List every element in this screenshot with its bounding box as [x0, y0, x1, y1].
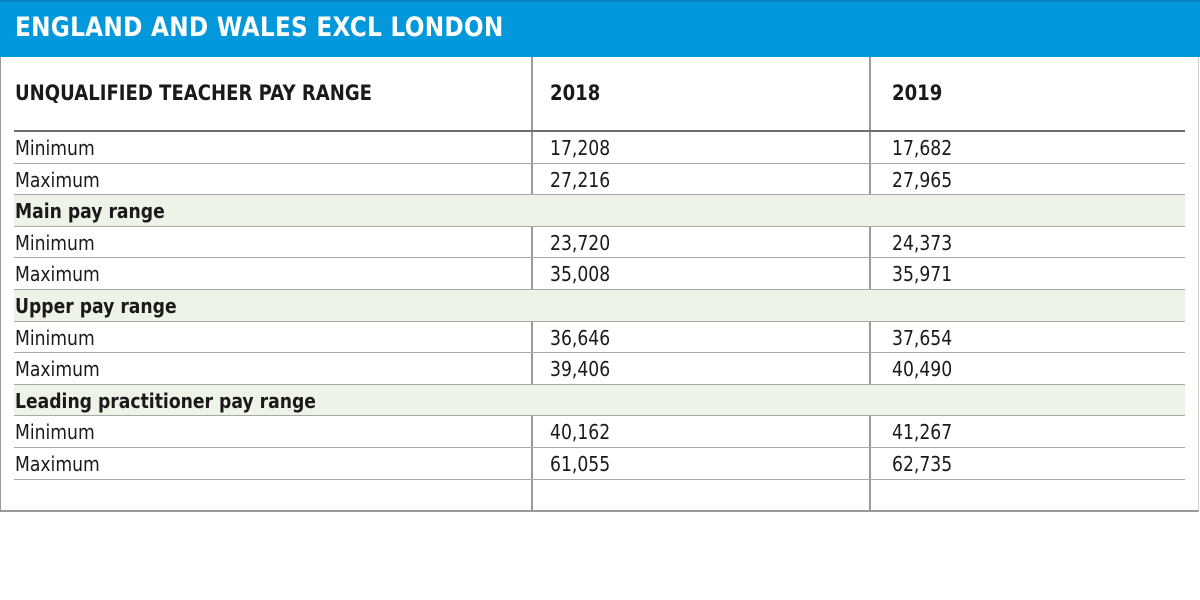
header-rule [14, 130, 1185, 132]
table-row: Maximum 27,216 27,965 [14, 164, 1185, 196]
row-label: Maximum [15, 262, 100, 287]
row-label: Upper pay range [15, 294, 177, 318]
row-label: Maximum [15, 452, 100, 476]
value-2018: 27,216 [550, 167, 611, 192]
table-row: Maximum 61,055 62,735 [14, 448, 1185, 480]
value-2019: 24,373 [892, 230, 953, 255]
row-label: Minimum [15, 420, 95, 445]
section-row: Upper pay range [14, 290, 1185, 322]
column-divider-2019 [869, 57, 871, 512]
row-label: Minimum [15, 230, 95, 255]
row-label: Leading practitioner pay range [15, 388, 316, 413]
row-label: Maximum [15, 357, 100, 382]
table-header: UNQUALIFIED TEACHER PAY RANGE 2018 2019 [0, 57, 1200, 131]
table-row: Minimum 40,162 41,267 [14, 416, 1185, 448]
table-row [14, 480, 1185, 512]
row-label: Main pay range [15, 199, 165, 224]
value-2018: 36,646 [550, 325, 611, 350]
header-2019: 2019 [892, 81, 943, 105]
column-divider-2018 [531, 57, 533, 512]
table-title: ENGLAND AND WALES EXCL LONDON [15, 12, 504, 43]
table-frame [0, 57, 1199, 512]
section-row: Leading practitioner pay range [14, 384, 1185, 417]
section-row: Main pay range [14, 195, 1185, 227]
value-2019: 17,682 [892, 136, 953, 160]
table-row: Maximum 39,406 40,490 [14, 353, 1185, 385]
value-2018: 23,720 [550, 230, 611, 255]
table-title-banner: ENGLAND AND WALES EXCL LONDON [0, 0, 1200, 57]
value-2019: 27,965 [892, 167, 953, 192]
table-row: Maximum 35,008 35,971 [14, 258, 1185, 290]
value-2018: 40,162 [550, 420, 611, 445]
row-label: Minimum [15, 136, 95, 160]
row-label: Minimum [15, 325, 95, 350]
table-row: Minimum 23,720 24,373 [14, 227, 1185, 259]
header-2018: 2018 [550, 81, 601, 105]
value-2018: 35,008 [550, 262, 611, 287]
value-2018: 17,208 [550, 136, 611, 160]
table-row: Minimum 17,208 17,682 [14, 132, 1185, 164]
value-2018: 39,406 [550, 357, 611, 382]
value-2019: 35,971 [892, 262, 953, 287]
value-2019: 62,735 [892, 452, 953, 476]
table-row: Minimum 36,646 37,654 [14, 322, 1185, 354]
value-2019: 40,490 [892, 357, 953, 382]
value-2018: 61,055 [550, 452, 611, 476]
value-2019: 41,267 [892, 420, 953, 445]
header-pay-range: UNQUALIFIED TEACHER PAY RANGE [15, 81, 373, 105]
value-2019: 37,654 [892, 325, 953, 350]
row-label: Maximum [15, 167, 100, 192]
